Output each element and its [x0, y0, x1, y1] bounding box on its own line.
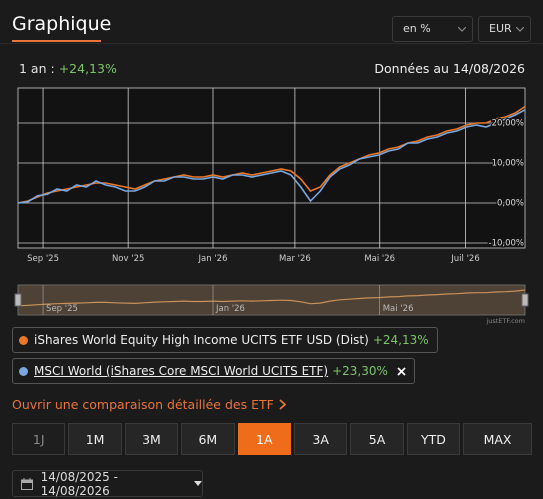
- caret: [194, 481, 202, 486]
- legend-item[interactable]: iShares World Equity High Income UCITS E…: [12, 327, 438, 353]
- calendar-icon: [21, 477, 33, 490]
- summary-period: 1 an :: [19, 61, 55, 76]
- y-tick-label: 10,00%: [492, 159, 524, 169]
- summary: 1 an : +24,13%: [19, 61, 117, 76]
- legend-dot: [19, 366, 28, 376]
- period-button[interactable]: MAX: [463, 423, 532, 455]
- legend-change: +24,13%: [372, 333, 429, 347]
- credit: justETF.com: [485, 317, 525, 325]
- title-underline: [12, 40, 101, 42]
- y-tick-label: -10,00%: [489, 239, 524, 249]
- legend-dot: [19, 335, 28, 345]
- navigator-label: Sep '25: [46, 304, 78, 314]
- legend-change: +23,30%: [332, 364, 388, 378]
- navigator-handle[interactable]: [521, 293, 529, 307]
- page-title: Graphique: [12, 13, 112, 35]
- navigator-line: [17, 289, 526, 307]
- remove-icon[interactable]: [397, 366, 406, 376]
- series-line: [17, 109, 526, 204]
- unit-select-label: en %: [403, 22, 431, 35]
- y-tick-label: 0,00%: [497, 199, 524, 209]
- x-tick-label: Mai '26: [364, 254, 395, 264]
- legend-item[interactable]: MSCI World (iShares Core MSCI World UCIT…: [12, 358, 415, 384]
- period-button[interactable]: 1A: [237, 423, 291, 455]
- data-date: Données au 14/08/2026: [374, 61, 525, 76]
- x-tick-label: Sep '25: [27, 254, 59, 264]
- plot-background: [17, 87, 526, 249]
- currency-select[interactable]: EUR: [478, 16, 531, 42]
- period-buttons: 1J 1M 3M 6M 1A 3A 5A YTD MAX: [12, 423, 532, 455]
- chevron: [279, 399, 286, 410]
- period-button[interactable]: 1M: [68, 423, 122, 455]
- caret: [458, 27, 466, 32]
- header-rule: [0, 43, 543, 44]
- navigator-handle[interactable]: [14, 293, 22, 307]
- date-range-picker[interactable]: 14/08/2025 - 14/08/2026: [12, 469, 203, 498]
- navigator-label: Jan '26: [215, 304, 245, 314]
- comparison-link-text[interactable]: Ouvrir une comparaison détaillée des ETF: [12, 397, 274, 412]
- x-tick-label: Juil '26: [450, 254, 479, 264]
- y-tick-label: 20,00%: [492, 119, 524, 129]
- period-button[interactable]: 1J: [12, 423, 66, 455]
- navigator-label: Mai '26: [383, 304, 414, 314]
- currency-select-label: EUR: [489, 22, 512, 35]
- x-tick-label: Jan '26: [198, 254, 228, 264]
- period-button[interactable]: YTD: [406, 423, 461, 455]
- caret: [516, 27, 524, 32]
- chart: Sep '25 Nov '25 Jan '26 Mar '26 Mai '26 Juil …: [14, 87, 529, 325]
- comparison-link[interactable]: Ouvrir une comparaison détaillée des ETF: [12, 397, 286, 412]
- date-range-text: 14/08/2025 - 14/08/2026: [40, 469, 118, 498]
- period-button[interactable]: 3A: [293, 423, 348, 455]
- period-button[interactable]: 6M: [181, 423, 235, 455]
- x-tick-label: Nov '25: [112, 254, 144, 264]
- unit-select[interactable]: en %: [392, 16, 473, 42]
- legend-label[interactable]: MSCI World (iShares Core MSCI World UCIT…: [34, 364, 329, 378]
- x-tick-label: Mar '26: [279, 254, 311, 264]
- period-button[interactable]: 3M: [124, 423, 179, 455]
- summary-change: +24,13%: [58, 61, 117, 76]
- legend-label: iShares World Equity High Income UCITS E…: [34, 333, 369, 347]
- period-button[interactable]: 5A: [350, 423, 404, 455]
